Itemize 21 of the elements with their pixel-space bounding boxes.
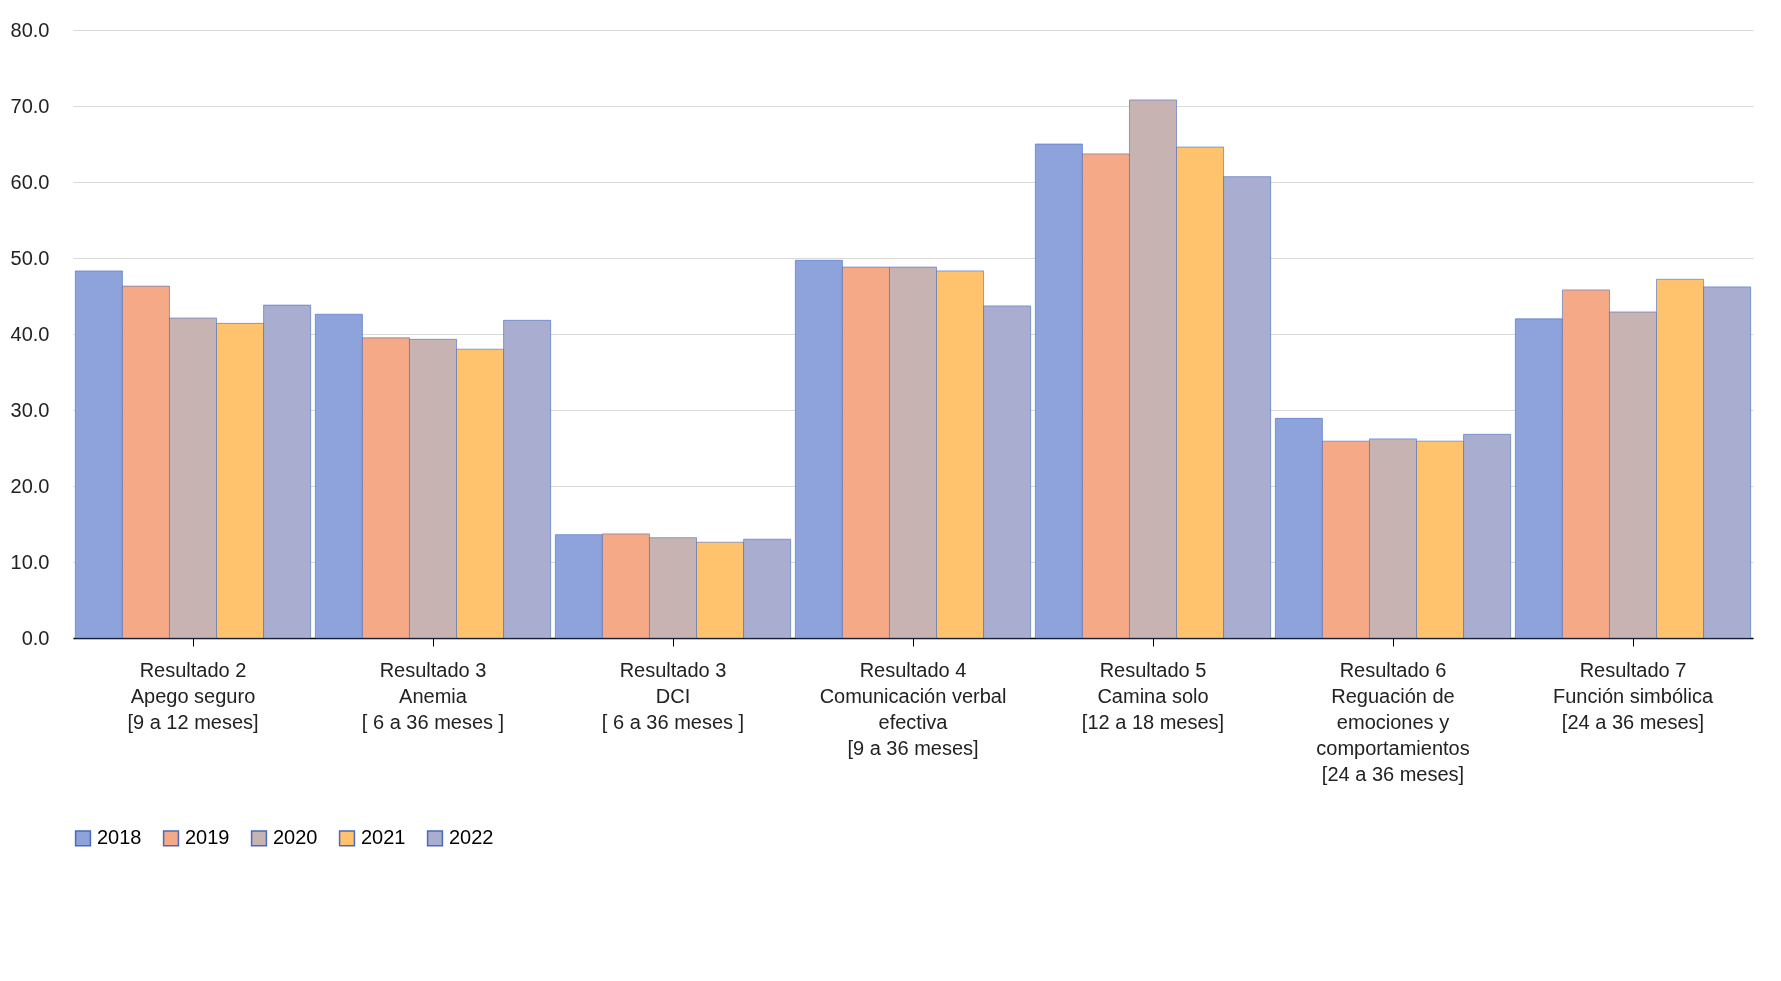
x-tick-label: Resultado 2 Apego seguro [9 a 12 meses] [127, 658, 259, 733]
y-tick-label: 50.0 [10, 246, 50, 269]
legend-label: 2020 [273, 826, 318, 849]
x-tick-label: Resultado 4 Comunicación verbal efectiva [9 a 36 meses] [819, 658, 1007, 759]
legend-label: 2021 [361, 826, 406, 849]
x-tick-label: Resultado 7 Función simbólica [24 a 36 meses] [1552, 658, 1714, 733]
legend-label: 2019 [185, 826, 230, 849]
y-tick-label: 20.0 [10, 474, 50, 497]
y-tick-label: 60.0 [10, 170, 50, 193]
y-tick-label: 40.0 [10, 322, 50, 345]
y-tick-label: 80.0 [10, 18, 50, 41]
y-tick-label: 0.0 [21, 626, 50, 649]
y-tick-label: 30.0 [10, 398, 50, 421]
x-tick-label: Resultado 3 DCI [ 6 a 36 meses ] [601, 658, 745, 733]
legend-label: 2018 [97, 826, 142, 849]
x-tick-label: Resultado 5 Camina solo [12 a 18 meses] [1081, 658, 1225, 733]
x-tick-label: Resultado 3 Anemia [ 6 a 36 meses ] [361, 658, 505, 733]
y-tick-label: 70.0 [10, 94, 50, 117]
y-tick-label: 10.0 [10, 550, 50, 573]
x-tick-label: Resultado 6 Reguación de emociones y comportamientos [24 a 36 meses] [1316, 658, 1470, 785]
legend-label: 2022 [449, 826, 494, 849]
